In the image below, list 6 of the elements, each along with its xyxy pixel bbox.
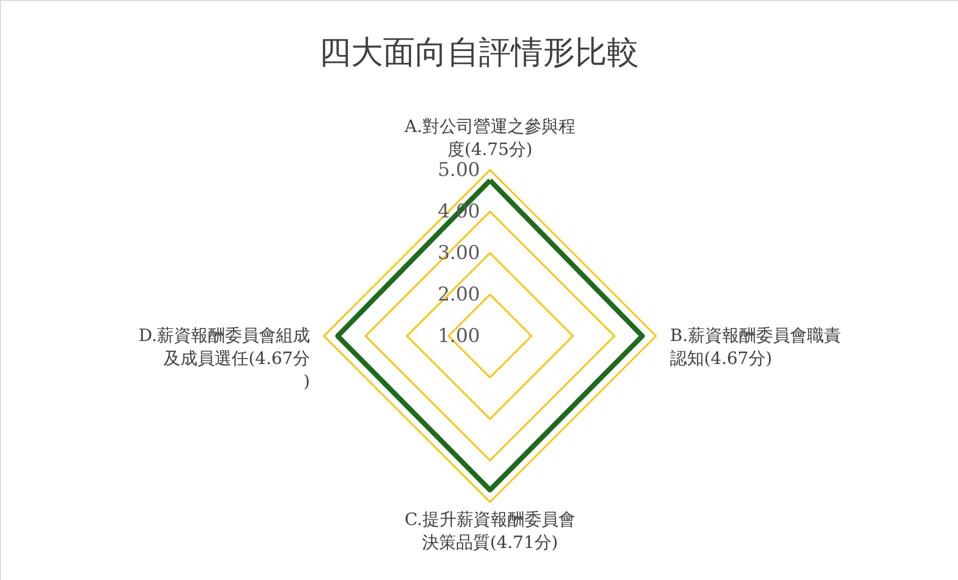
spoke-label: C.提升薪資報酬委員會決策品質(4.71分) — [404, 510, 576, 553]
y-tick-label: 5.00 — [438, 159, 480, 181]
spoke-label: A.對公司營運之參與程度(4.75分) — [404, 117, 576, 160]
spoke-label: D.薪資報酬委員會組成及成員選任(4.67分) — [138, 326, 310, 392]
chart-title: 四大面向自評情形比較 — [319, 33, 639, 71]
spoke-label: B.薪資報酬委員會職責認知(4.67分) — [670, 326, 841, 369]
